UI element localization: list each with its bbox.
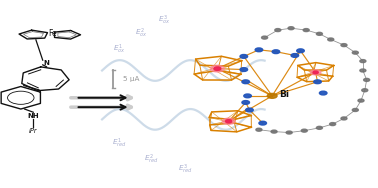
Circle shape [267,93,277,98]
Circle shape [240,68,248,71]
Circle shape [352,108,358,111]
Circle shape [259,121,266,125]
Text: $E^3_{red}$: $E^3_{red}$ [178,163,193,176]
Text: iPr: iPr [29,128,37,134]
Circle shape [360,69,366,72]
Text: Fe: Fe [48,29,56,38]
Text: N: N [43,60,50,66]
Circle shape [242,101,249,104]
Circle shape [240,55,248,58]
Circle shape [271,130,277,133]
Circle shape [275,29,281,32]
Circle shape [303,29,309,32]
Circle shape [328,38,334,41]
Text: $E^3_{ox}$: $E^3_{ox}$ [158,14,171,27]
Circle shape [244,94,251,98]
Circle shape [314,80,321,84]
Circle shape [297,49,304,53]
Circle shape [286,131,292,134]
Circle shape [341,117,347,120]
Circle shape [211,65,224,72]
Circle shape [313,71,318,74]
Circle shape [362,89,368,92]
Circle shape [360,60,366,63]
Circle shape [242,80,249,84]
Circle shape [316,32,322,35]
Circle shape [272,50,280,54]
Text: $E^1_{ox}$: $E^1_{ox}$ [113,42,125,55]
Circle shape [288,27,294,30]
Text: Bi: Bi [279,90,289,99]
Circle shape [330,123,336,126]
Circle shape [226,120,232,123]
Text: $E^2_{ox}$: $E^2_{ox}$ [135,27,148,40]
Circle shape [310,70,321,75]
Circle shape [262,36,268,39]
Circle shape [222,118,235,124]
Text: $E^2_{red}$: $E^2_{red}$ [144,153,159,166]
Circle shape [316,126,322,129]
Circle shape [255,48,263,52]
Circle shape [256,128,262,131]
Circle shape [291,54,299,57]
Circle shape [246,108,253,112]
Circle shape [341,44,347,47]
Circle shape [352,51,358,54]
Circle shape [214,67,221,70]
Circle shape [358,99,364,102]
Text: 5 μA: 5 μA [123,76,139,82]
Text: $E^1_{red}$: $E^1_{red}$ [112,136,127,149]
Circle shape [364,78,370,81]
Text: NH: NH [28,113,39,119]
Circle shape [301,129,307,132]
Circle shape [319,91,327,95]
